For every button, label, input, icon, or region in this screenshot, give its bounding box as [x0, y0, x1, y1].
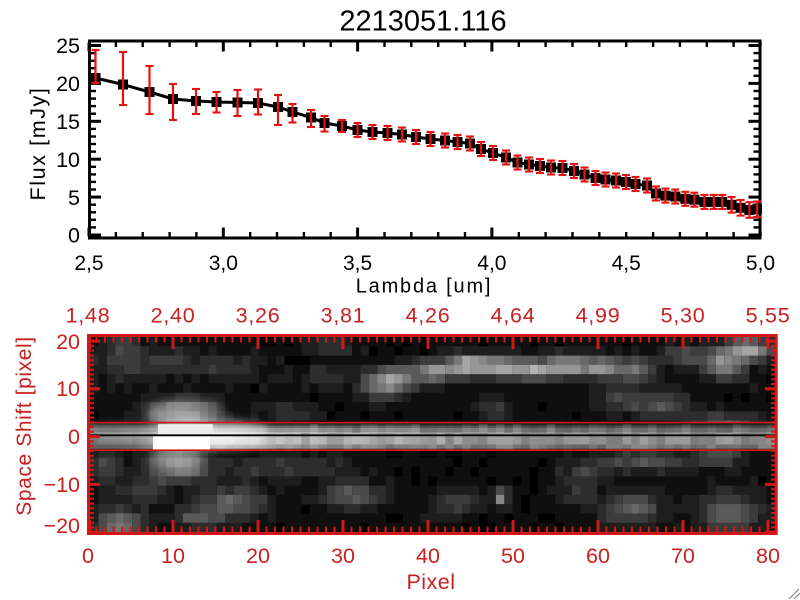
svg-text:0: 0 [68, 224, 80, 248]
svg-text:4,26: 4,26 [406, 304, 451, 328]
svg-text:−10: −10 [44, 473, 81, 497]
svg-text:40: 40 [416, 544, 440, 568]
svg-text:10: 10 [56, 148, 80, 172]
svg-text:Space Shift [pixel]: Space Shift [pixel] [13, 336, 36, 516]
svg-text:4,0: 4,0 [477, 252, 506, 275]
svg-text:10: 10 [56, 377, 80, 401]
svg-text:50: 50 [501, 544, 525, 568]
svg-text:Lambda [um]: Lambda [um] [356, 276, 493, 298]
svg-text:Pixel: Pixel [406, 570, 455, 594]
svg-text:2,40: 2,40 [151, 304, 196, 328]
svg-text:3,0: 3,0 [209, 252, 238, 275]
svg-text:5,0: 5,0 [746, 252, 775, 275]
svg-text:3,5: 3,5 [343, 252, 372, 275]
svg-text:60: 60 [586, 544, 610, 568]
svg-text:3,26: 3,26 [236, 304, 281, 328]
svg-text:30: 30 [331, 544, 355, 568]
svg-text:Flux [mJy]: Flux [mJy] [26, 87, 50, 201]
svg-text:80: 80 [756, 544, 780, 568]
svg-text:1,48: 1,48 [66, 304, 111, 328]
svg-text:4,99: 4,99 [576, 304, 621, 328]
svg-text:20: 20 [56, 330, 80, 354]
svg-text:25: 25 [56, 34, 80, 58]
svg-text:5: 5 [68, 186, 80, 210]
svg-text:20: 20 [56, 72, 80, 96]
svg-text:10: 10 [161, 544, 185, 568]
svg-text:5,55: 5,55 [746, 304, 791, 328]
svg-text:5,30: 5,30 [661, 304, 706, 328]
svg-text:3,81: 3,81 [321, 304, 366, 328]
svg-text:−20: −20 [44, 514, 81, 538]
svg-text:4,5: 4,5 [612, 252, 641, 275]
svg-text:0: 0 [68, 425, 80, 449]
svg-text:2213051.116: 2213051.116 [339, 6, 506, 38]
svg-text:20: 20 [246, 544, 270, 568]
svg-text:15: 15 [56, 110, 80, 134]
svg-text:0: 0 [82, 544, 94, 568]
svg-text:4,64: 4,64 [491, 304, 536, 328]
svg-text:70: 70 [671, 544, 695, 568]
svg-text:2,5: 2,5 [74, 252, 103, 275]
